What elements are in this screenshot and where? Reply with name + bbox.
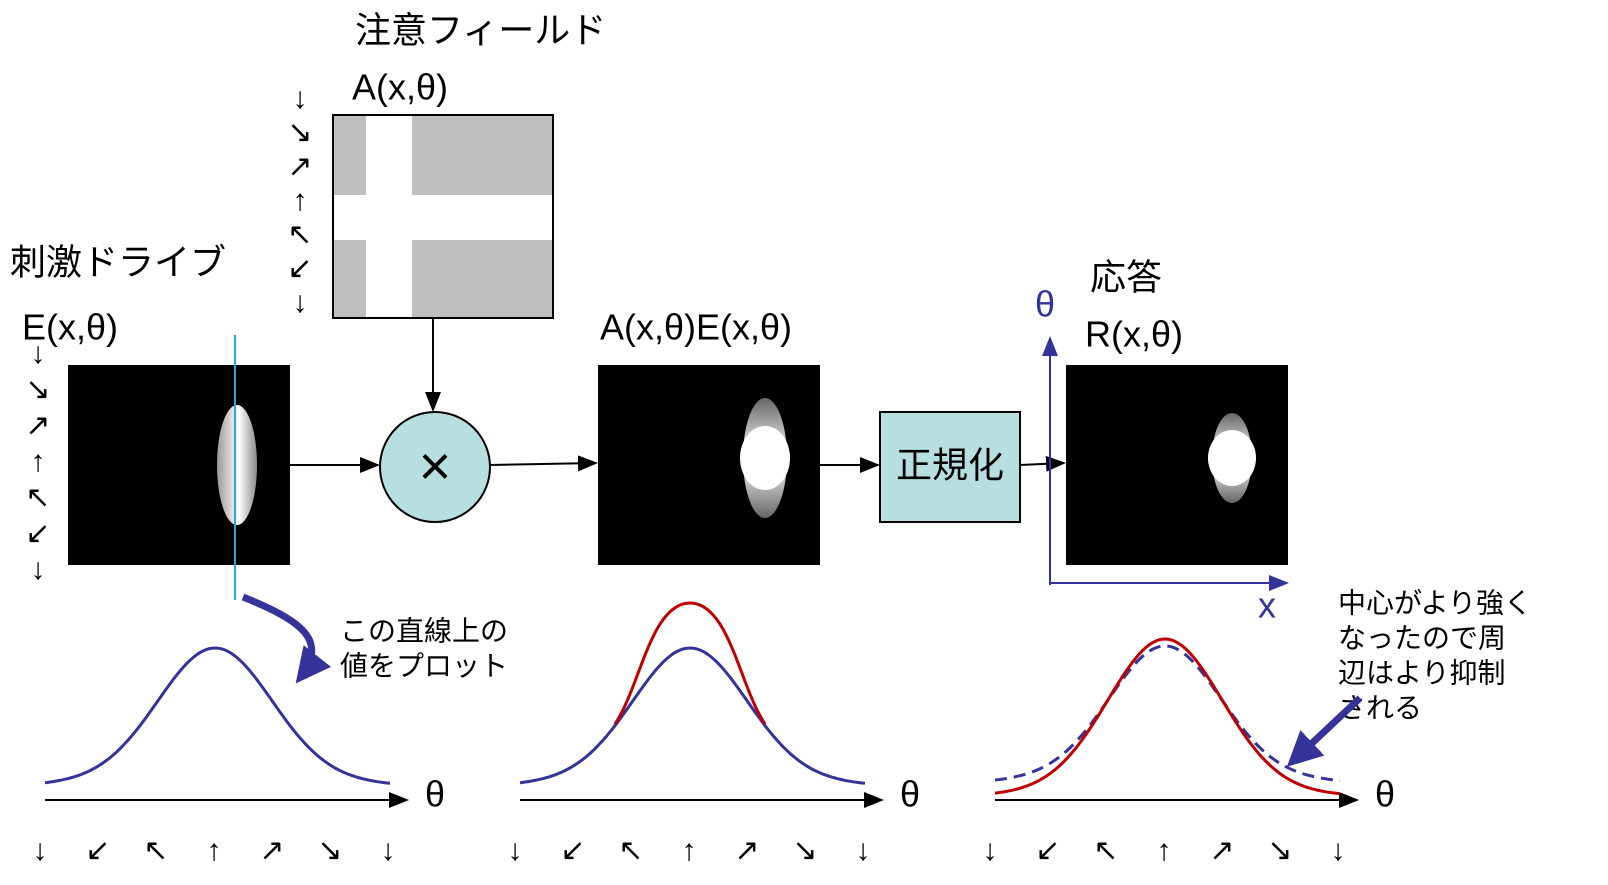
- theta-axis-label: θ: [1375, 774, 1395, 815]
- tuning-curve: [995, 646, 1340, 781]
- orientation-symbol: ↗: [734, 834, 759, 867]
- orientation-symbol: ↓: [508, 834, 523, 867]
- orientation-symbol: ↙: [287, 252, 312, 285]
- attention-title: 注意フィールド: [355, 10, 606, 51]
- stimulus-title: 刺激ドライブ: [10, 242, 226, 283]
- orientation-symbol: ↙: [1035, 834, 1060, 867]
- orientation-symbol: ↑: [1157, 834, 1172, 867]
- product-core: [740, 426, 790, 490]
- response-title: 応答: [1090, 257, 1162, 298]
- orientation-symbol: ↓: [1331, 834, 1346, 867]
- response-core: [1208, 430, 1256, 486]
- multiply-symbol: ×: [419, 434, 452, 497]
- orientation-symbol: ↘: [25, 373, 50, 406]
- normalized-curve: [995, 639, 1340, 794]
- orientation-symbol: ↓: [983, 834, 998, 867]
- stimulus-blob: [217, 405, 257, 525]
- note: この直線上の: [340, 615, 508, 646]
- orientation-symbol: ↗: [25, 409, 50, 442]
- orientation-symbol: ↖: [618, 834, 643, 867]
- response-y-axis-label: θ: [1035, 284, 1055, 325]
- orientation-symbol: ↓: [293, 286, 308, 319]
- orientation-symbol: ↙: [560, 834, 585, 867]
- orientation-symbol: ↓: [31, 337, 46, 370]
- orientation-symbol: ↘: [1267, 834, 1292, 867]
- orientation-symbol: ↗: [287, 150, 312, 183]
- note-arrow: [243, 597, 312, 678]
- orientation-symbol: ↗: [259, 834, 284, 867]
- response-x-axis-label: x: [1258, 585, 1276, 626]
- orientation-symbol: ↙: [85, 834, 110, 867]
- response-label: R(x,θ): [1085, 314, 1183, 355]
- tuning-curve: [520, 648, 865, 783]
- orientation-symbol: ↘: [287, 116, 312, 149]
- orientation-symbol: ↓: [293, 82, 308, 115]
- orientation-symbol: ↘: [317, 834, 342, 867]
- orientation-symbol: ↙: [25, 517, 50, 550]
- note-arrow: [1292, 698, 1360, 762]
- orientation-symbol: ↓: [33, 834, 48, 867]
- orientation-symbol: ↖: [143, 834, 168, 867]
- tuning-curve: [45, 648, 390, 783]
- orientation-symbol: ↓: [381, 834, 396, 867]
- attended-curve: [615, 603, 765, 724]
- orientation-symbol: ↗: [1209, 834, 1234, 867]
- note: 値をプロット: [340, 650, 508, 681]
- attention-cross: [334, 195, 552, 240]
- theta-axis-label: θ: [900, 774, 920, 815]
- product-label: A(x,θ)E(x,θ): [600, 307, 792, 348]
- arrow: [490, 463, 596, 465]
- arrow: [1020, 463, 1064, 465]
- note: なったので周: [1338, 622, 1506, 653]
- orientation-symbol: ↖: [287, 218, 312, 251]
- note: 中心がより強く: [1338, 587, 1532, 618]
- orientation-symbol: ↖: [1093, 834, 1118, 867]
- diagram: 注意フィールド A(x,θ) 刺激ドライブ E(x,θ) × A(x,θ)E(x…: [0, 0, 1608, 885]
- attention-label: A(x,θ): [352, 67, 448, 108]
- orientation-symbol: ↖: [25, 481, 50, 514]
- orientation-symbol: ↑: [293, 184, 308, 217]
- theta-axis-label: θ: [425, 774, 445, 815]
- orientation-symbol: ↓: [856, 834, 871, 867]
- normalize-label: 正規化: [896, 445, 1004, 486]
- orientation-symbol: ↑: [207, 834, 222, 867]
- orientation-symbol: ↓: [31, 553, 46, 586]
- orientation-symbol: ↑: [31, 445, 46, 478]
- orientation-symbol: ↑: [682, 834, 697, 867]
- orientation-symbol: ↘: [792, 834, 817, 867]
- note: 辺はより抑制: [1338, 657, 1505, 688]
